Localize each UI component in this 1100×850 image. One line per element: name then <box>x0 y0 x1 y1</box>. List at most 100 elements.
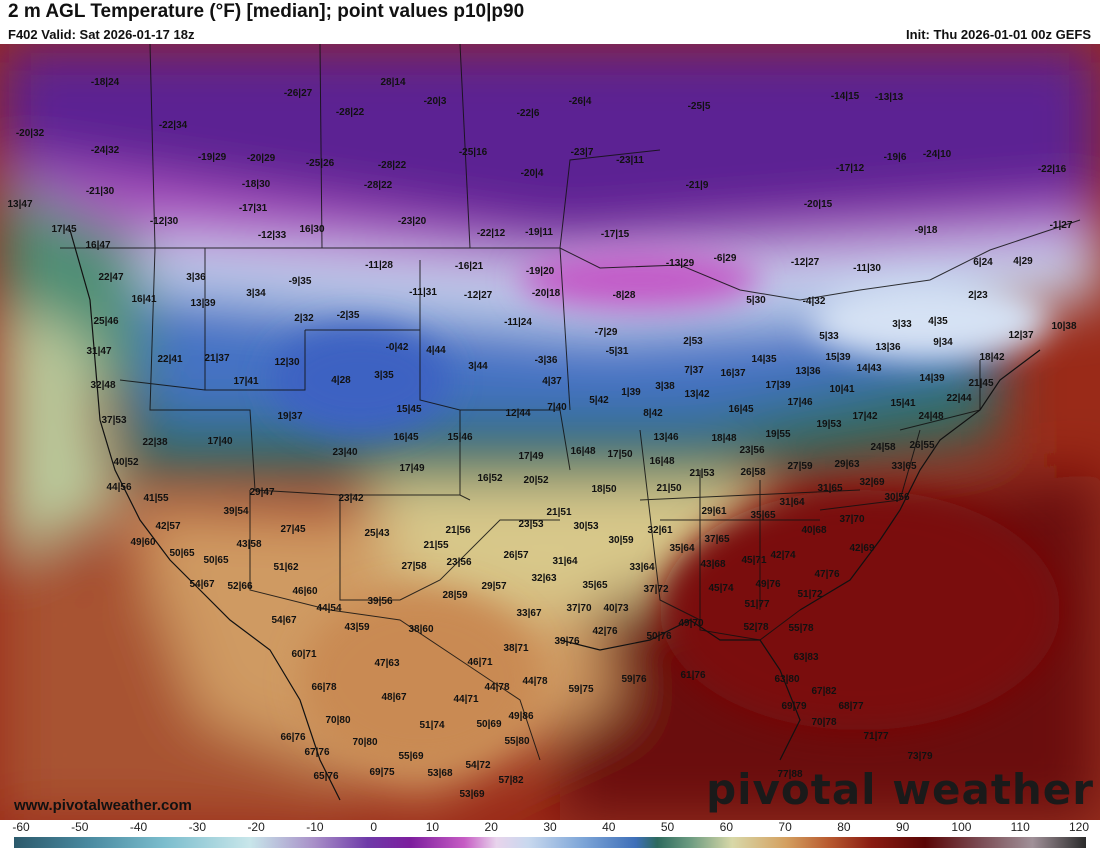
point-value: 40|52 <box>113 457 138 468</box>
point-value: 26|57 <box>503 550 528 561</box>
point-value: 23|56 <box>446 557 471 568</box>
map-canvas: -18|24 -26|27 28|14 -20|3 -28|22 -22|6 -26|4 -2… <box>0 44 1100 820</box>
point-value: 51|62 <box>273 562 298 573</box>
point-value: 14|43 <box>856 363 881 374</box>
point-value: -20|4 <box>521 168 544 179</box>
point-value: 69|75 <box>369 767 394 778</box>
point-value: 17|45 <box>51 224 76 235</box>
legend-tick: 30 <box>543 820 557 834</box>
point-value: 12|37 <box>1008 330 1033 341</box>
point-value: 20|52 <box>523 475 548 486</box>
point-value: 16|52 <box>477 473 502 484</box>
legend-tick: -10 <box>306 820 324 834</box>
point-value: 2|53 <box>683 336 703 347</box>
website-label: www.pivotalweather.com <box>14 797 192 814</box>
point-value: 23|53 <box>518 519 543 530</box>
point-value: 45|74 <box>708 583 733 594</box>
point-value: 61|76 <box>680 670 705 681</box>
point-value: 16|48 <box>570 446 595 457</box>
point-value: 23|42 <box>338 493 363 504</box>
point-value: 33|65 <box>891 461 916 472</box>
point-value: 35|65 <box>750 510 775 521</box>
point-value: -16|21 <box>455 261 484 272</box>
point-value: 37|72 <box>643 584 668 595</box>
legend-tick: 120 <box>1068 820 1090 834</box>
temperature-map: -18|24 -26|27 28|14 -20|3 -28|22 -22|6 -26|4 -2… <box>0 44 1100 820</box>
point-value: 21|51 <box>546 507 571 518</box>
point-value: 23|40 <box>332 447 357 458</box>
point-value: -7|29 <box>595 327 618 338</box>
point-value: 10|41 <box>829 384 854 395</box>
point-value: -25|26 <box>306 158 335 169</box>
point-value: 3|35 <box>374 370 394 381</box>
point-value: 54|67 <box>271 615 296 626</box>
point-value: 29|47 <box>249 487 274 498</box>
point-value: -22|6 <box>517 108 540 119</box>
point-value: 30|59 <box>608 535 633 546</box>
point-value: 4|37 <box>542 376 562 387</box>
point-value: 18|42 <box>979 352 1004 363</box>
point-value: 29|57 <box>481 581 506 592</box>
legend-tick: 110 <box>1010 820 1030 834</box>
legend-tick: 100 <box>951 820 972 834</box>
point-value: 40|73 <box>603 603 628 614</box>
point-value: 21|45 <box>968 378 993 389</box>
point-value: -2|35 <box>337 310 360 321</box>
point-value: 13|42 <box>684 389 709 400</box>
point-value: 25|46 <box>93 316 118 327</box>
point-value: 17|49 <box>518 451 543 462</box>
point-value: 9|34 <box>933 337 953 348</box>
point-value: 18|48 <box>711 433 736 444</box>
point-value: 7|37 <box>684 365 704 376</box>
point-value: -21|30 <box>86 186 115 197</box>
map-title: 2 m AGL Temperature (°F) [median]; point… <box>8 1 525 22</box>
point-value: 42|69 <box>849 543 874 554</box>
legend-tick: -20 <box>247 820 265 834</box>
point-value: -20|29 <box>247 153 276 164</box>
point-value: 23|56 <box>739 445 764 456</box>
point-value: 47|63 <box>374 658 399 669</box>
point-value: -14|15 <box>831 91 860 102</box>
point-value: 17|46 <box>787 397 812 408</box>
point-value: 5|33 <box>819 331 839 342</box>
point-value: 41|55 <box>143 493 168 504</box>
point-value: 4|28 <box>331 375 351 386</box>
point-value: -9|35 <box>289 276 312 287</box>
point-value: 45|71 <box>741 555 766 566</box>
point-value: -8|28 <box>613 290 636 301</box>
point-value: 63|80 <box>774 674 799 685</box>
point-value: 43|59 <box>344 622 369 633</box>
point-value: 46|60 <box>292 586 317 597</box>
point-value: 13|46 <box>653 432 678 443</box>
point-value: 22|38 <box>142 437 167 448</box>
point-value: 18|50 <box>591 484 616 495</box>
point-value: 16|30 <box>299 224 324 235</box>
point-value: 32|69 <box>859 477 884 488</box>
point-value: 68|77 <box>838 701 863 712</box>
point-value: -19|11 <box>525 227 553 238</box>
point-value: 22|44 <box>946 393 971 404</box>
legend-colorbar <box>14 837 1086 848</box>
point-value: 14|39 <box>919 373 944 384</box>
point-value: -0|42 <box>386 342 409 353</box>
point-value: 37|70 <box>839 514 864 525</box>
point-value: -9|18 <box>915 225 938 236</box>
point-value: -17|15 <box>601 229 630 240</box>
legend-tick: 90 <box>895 820 910 834</box>
point-value: 17|42 <box>852 411 877 422</box>
legend-tick: 70 <box>778 820 792 834</box>
point-value: 70|80 <box>325 715 350 726</box>
point-value: -23|11 <box>616 155 644 166</box>
point-value: 59|76 <box>621 674 646 685</box>
point-value: 7|40 <box>547 402 567 413</box>
point-value: -18|30 <box>242 179 271 190</box>
point-value: 49|76 <box>755 579 780 590</box>
point-value: -1|27 <box>1050 220 1073 231</box>
point-value: 10|38 <box>1051 321 1076 332</box>
point-value: 57|82 <box>498 775 523 786</box>
point-value: 2|23 <box>968 290 988 301</box>
point-value: 29|61 <box>701 506 726 517</box>
legend-tick: 60 <box>719 820 734 834</box>
point-value: 66|76 <box>280 732 305 743</box>
point-value: 51|72 <box>797 589 822 600</box>
